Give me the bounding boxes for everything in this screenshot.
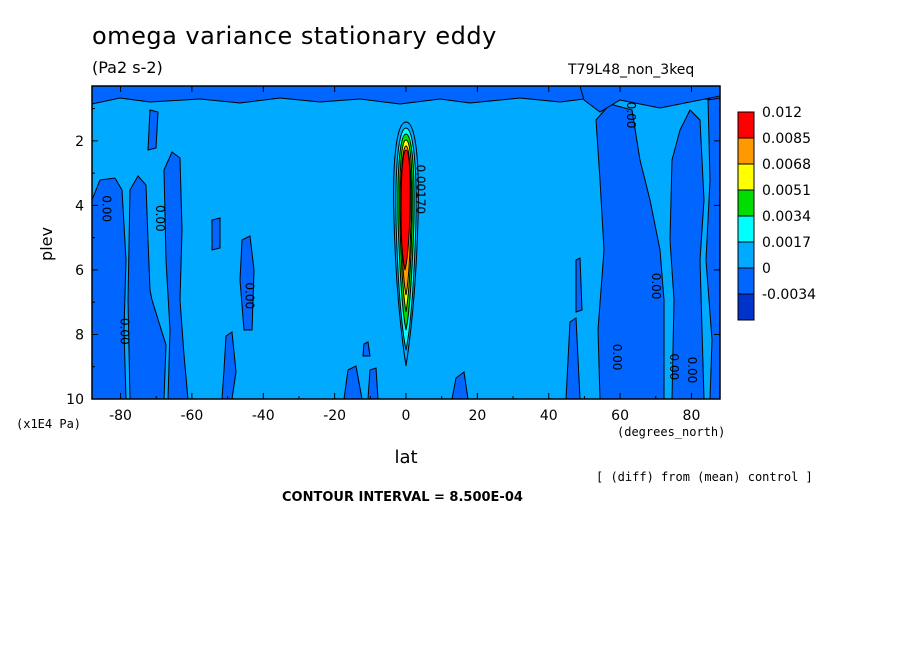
contour-label: 0.00	[685, 357, 699, 384]
colorbar-swatch	[737, 163, 755, 191]
chart-title: omega variance stationary eddy	[92, 22, 497, 50]
neg-region-nh-pole	[705, 97, 720, 399]
contour-label: 0.00	[667, 353, 681, 380]
y-tick-label: 4	[75, 198, 84, 214]
neg-region-sh-45	[239, 235, 255, 331]
neg-region-nh-top	[579, 86, 720, 113]
neg-region-nh-east	[595, 103, 665, 399]
x-axis: -80 -60 -40 -20 0 20 40 60 80	[109, 86, 700, 424]
neg-region-sh-small1	[147, 109, 159, 151]
x-tick-label: 80	[683, 408, 701, 424]
colorbar: 0.012 0.0085 0.0068 0.0051 0.0034 0.0017 0 -0.0…	[737, 105, 816, 321]
x-axis-label: lat	[394, 447, 417, 468]
y-tick-label: 6	[75, 263, 84, 279]
x-tick-label: -60	[180, 408, 203, 424]
y-axis: 2 4 6 8 10	[66, 108, 720, 408]
y-axis-label: plev	[37, 227, 56, 261]
contour-label: 0.00170	[414, 164, 428, 214]
neg-region-eq-small2	[367, 367, 379, 399]
colorbar-swatch	[737, 111, 755, 139]
chart-units: (Pa2 s-2)	[92, 58, 163, 77]
y-tick-label: 8	[75, 327, 84, 343]
neg-region-nh-48	[575, 257, 583, 313]
contour-labels: 0.00 0.00 0.00 0.00 0.00 0.00 0.00 0.00 0.00 0.00…	[100, 102, 699, 384]
colorbar-swatch	[737, 241, 755, 269]
colorbar-swatch	[737, 189, 755, 217]
neg-region-sh-70	[163, 151, 189, 399]
contour-label: 0.00	[100, 195, 114, 222]
colorbar-label: -0.0034	[762, 287, 816, 303]
neg-region-eq-small3	[362, 341, 371, 357]
x-tick-label: 0	[402, 408, 411, 424]
x-tick-label: -40	[252, 408, 275, 424]
neg-region-sh-60	[211, 217, 221, 251]
plot-area: 0.00 0.00 0.00 0.00 0.00 0.00 0.00 0.00 0.00 0.00…	[92, 86, 720, 399]
contour-label: 0.00	[153, 205, 167, 232]
y-axis-units: (x1E4 Pa)	[16, 417, 82, 431]
x-tick-label: 60	[611, 408, 629, 424]
colorbar-swatch	[737, 137, 755, 165]
contour-label: 0.00	[624, 102, 638, 129]
colorbar-label: 0.0068	[762, 157, 811, 173]
colorbar-label: 0.0017	[762, 235, 811, 251]
neg-region-nh-70	[669, 109, 705, 399]
neg-region-sh-50	[221, 331, 237, 399]
run-name: T79L48_non_3keq	[568, 62, 695, 78]
x-tick-label: 20	[468, 408, 486, 424]
neg-region-sh-west	[92, 177, 127, 399]
y-tick-label: 10	[66, 392, 84, 408]
contour-label: 0.00	[242, 282, 256, 309]
colorbar-label: 0.012	[762, 105, 802, 121]
y-tick-label: 2	[75, 134, 84, 150]
colorbar-label: 0.0034	[762, 209, 811, 225]
equatorial-plume	[393, 121, 419, 367]
negative-regions	[92, 86, 720, 399]
x-tick-label: -20	[323, 408, 346, 424]
colorbar-swatch	[737, 215, 755, 243]
plume-red	[400, 149, 411, 271]
contour-label: 0.00	[610, 344, 624, 371]
diff-note: [ (diff) from (mean) control ]	[596, 470, 813, 484]
neg-region-sh-80	[127, 175, 167, 399]
colorbar-label: 0.0085	[762, 131, 811, 147]
neg-region-eq-small	[343, 365, 363, 399]
colorbar-label: 0	[762, 261, 771, 277]
x-tick-label: 40	[540, 408, 558, 424]
colorbar-label: 0.0051	[762, 183, 811, 199]
colorbar-swatch	[737, 293, 755, 321]
neg-region-nh-15	[451, 371, 469, 399]
contour-interval: CONTOUR INTERVAL = 8.500E-04	[282, 490, 523, 505]
contour-label: 0.00	[118, 318, 132, 345]
colorbar-swatch	[737, 267, 755, 295]
contour-label: 0.00	[649, 273, 663, 300]
neg-region-nh-50	[565, 317, 581, 399]
x-tick-label: -80	[109, 408, 132, 424]
x-axis-units: (degrees_north)	[617, 425, 726, 439]
